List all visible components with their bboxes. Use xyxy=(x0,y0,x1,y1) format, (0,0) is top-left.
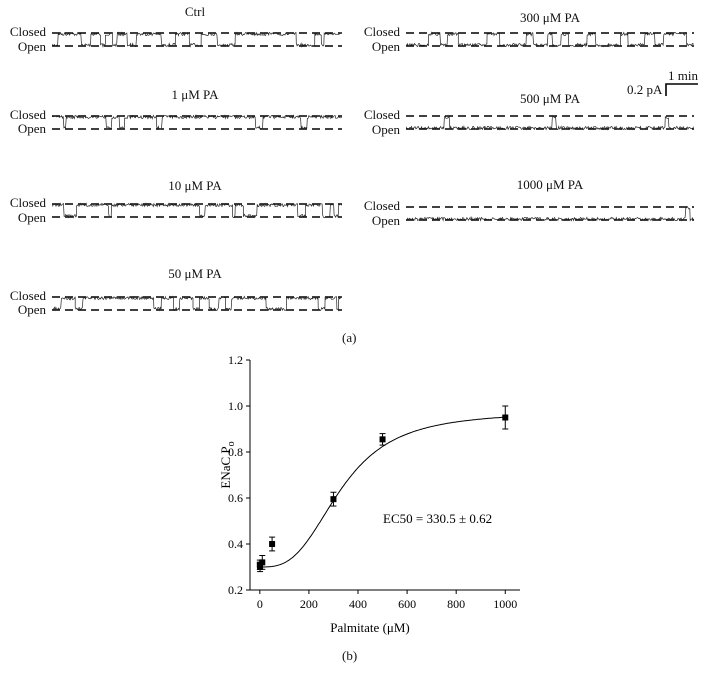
trace-plot xyxy=(406,205,694,222)
current-trace xyxy=(52,295,342,312)
y-axis-title: ENaC Po xyxy=(218,441,237,488)
closed-label: Closed xyxy=(9,195,46,210)
x-axis-title: Palmitate (μM) xyxy=(330,620,410,635)
open-label: Open xyxy=(17,302,46,317)
trace-title: 50 μM PA xyxy=(168,266,222,281)
trace-title: 10 μM PA xyxy=(168,178,222,193)
trace-title: 500 μM PA xyxy=(520,91,580,106)
trace-plot xyxy=(52,31,342,48)
x-tick-label: 1000 xyxy=(493,597,517,611)
y-tick-label: 0.4 xyxy=(228,537,243,551)
ec50-annotation: EC50 = 330.5 ± 0.62 xyxy=(383,511,492,526)
data-point xyxy=(257,564,264,570)
panel-a: Ctrl Closed Open 1 μM PA Closed Open 10 … xyxy=(9,4,698,345)
current-trace xyxy=(52,31,342,48)
trace-plot xyxy=(406,31,694,48)
data-point xyxy=(379,436,386,443)
fit-curve xyxy=(259,416,506,568)
data-point xyxy=(502,414,509,421)
y-axis-title-main: ENaC P xyxy=(218,446,233,488)
panel-b-label: (b) xyxy=(342,648,358,663)
x-tick-label: 200 xyxy=(300,597,318,611)
scale-bar-lines xyxy=(665,83,698,96)
y-tick-label: 0.8 xyxy=(228,445,243,459)
panel-a-label: (a) xyxy=(342,330,357,345)
trace-plot xyxy=(52,295,342,312)
data-point xyxy=(269,541,276,547)
open-label: Open xyxy=(17,210,46,225)
trace-title: 300 μM PA xyxy=(520,10,580,25)
x-tick-label: 400 xyxy=(349,597,367,611)
data-points xyxy=(256,405,509,573)
scale-time-label: 1 min xyxy=(668,68,698,83)
dose-response-chart: 0.2 0.4 0.6 0.8 1.0 1.2 0 200 400 600 800 1000 ENaC… xyxy=(218,353,520,635)
open-label: Open xyxy=(17,121,46,136)
axes: 0.2 0.4 0.6 0.8 1.0 1.2 0 200 400 600 800 1000 xyxy=(228,353,520,611)
trace-plot xyxy=(52,202,342,219)
trace-plot xyxy=(52,114,342,131)
closed-label: Closed xyxy=(9,24,46,39)
closed-label: Closed xyxy=(363,24,400,39)
trace-plot xyxy=(406,114,694,131)
open-label: Open xyxy=(371,213,400,228)
current-trace xyxy=(406,31,694,48)
closed-label: Closed xyxy=(9,288,46,303)
y-tick-label: 0.6 xyxy=(228,491,243,505)
closed-label: Closed xyxy=(363,107,400,122)
y-tick-label: 1.0 xyxy=(228,399,243,413)
x-tick-label: 600 xyxy=(398,597,416,611)
current-trace xyxy=(406,205,694,222)
open-label: Open xyxy=(17,39,46,54)
trace-title: 1 μM PA xyxy=(171,87,219,102)
fit-curve-line xyxy=(259,416,506,568)
x-tick-label: 0 xyxy=(257,597,263,611)
current-trace xyxy=(52,202,342,219)
y-axis-title-sub: o xyxy=(226,441,237,446)
trace-title: 1000 μM PA xyxy=(516,177,584,192)
current-trace xyxy=(406,114,694,131)
open-label: Open xyxy=(371,122,400,137)
scale-current-label: 0.2 pA xyxy=(627,82,663,97)
data-point xyxy=(259,559,266,566)
open-label: Open xyxy=(371,39,400,54)
y-tick-label: 1.2 xyxy=(228,353,243,367)
current-trace xyxy=(52,114,342,131)
trace-title: Ctrl xyxy=(184,4,206,19)
closed-label: Closed xyxy=(9,107,46,122)
closed-label: Closed xyxy=(363,198,400,213)
data-point xyxy=(330,496,337,503)
y-tick-label: 0.2 xyxy=(228,583,243,597)
x-tick-label: 800 xyxy=(447,597,465,611)
